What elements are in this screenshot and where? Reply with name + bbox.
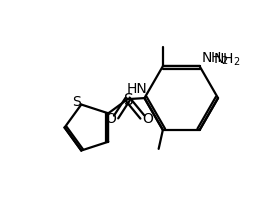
Text: HN: HN bbox=[126, 82, 147, 96]
Text: O: O bbox=[105, 112, 116, 126]
Text: S: S bbox=[124, 93, 134, 108]
Text: NH$_2$: NH$_2$ bbox=[213, 52, 241, 68]
Text: O: O bbox=[142, 112, 153, 126]
Text: NH$_2$: NH$_2$ bbox=[201, 51, 228, 67]
Text: S: S bbox=[72, 95, 80, 109]
